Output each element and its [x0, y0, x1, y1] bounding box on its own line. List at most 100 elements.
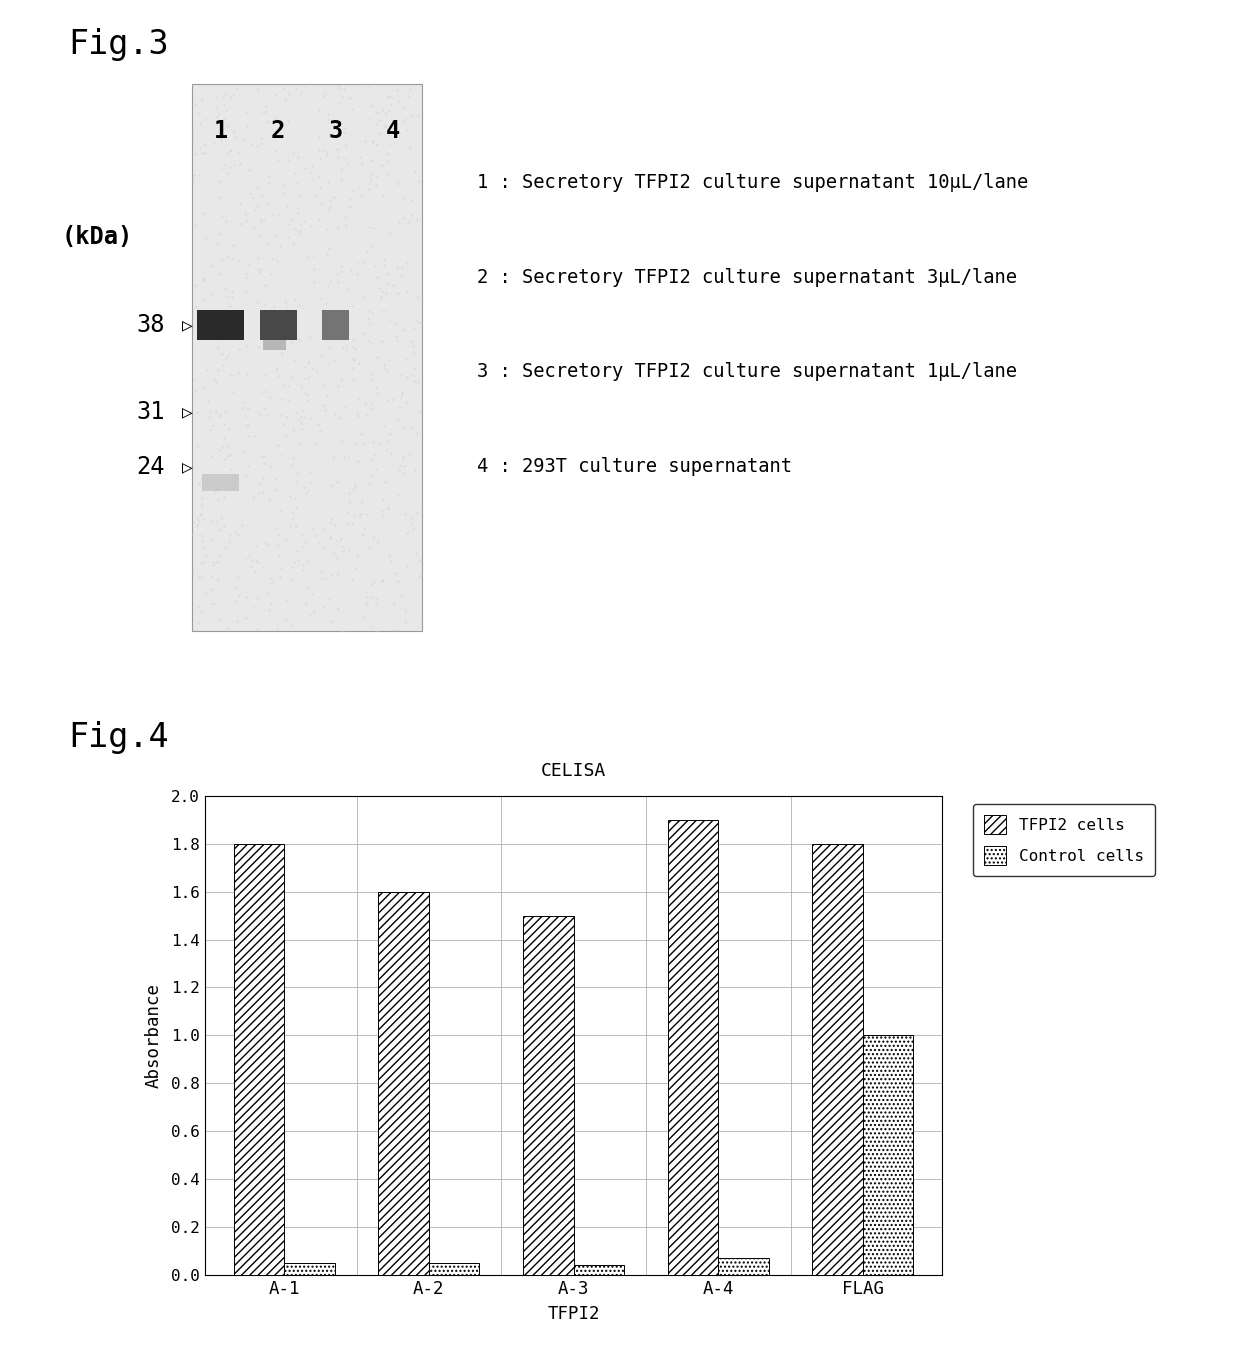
Point [192, 487, 212, 509]
Point [228, 567, 248, 588]
Point [228, 523, 248, 545]
Point [401, 507, 420, 529]
Point [265, 107, 285, 128]
Point [259, 173, 279, 194]
Point [211, 507, 231, 529]
Point [267, 111, 286, 132]
Point [372, 331, 392, 352]
Point [353, 433, 373, 455]
Point [378, 143, 398, 165]
Point [187, 515, 207, 537]
Point [407, 286, 427, 308]
Point [377, 437, 397, 459]
Point [376, 471, 396, 492]
Point [347, 451, 367, 472]
Point [320, 527, 340, 549]
Point [195, 267, 215, 289]
Point [218, 345, 238, 367]
Point [365, 445, 384, 467]
Point [327, 263, 347, 285]
Point [250, 380, 270, 402]
Point [286, 496, 306, 518]
Point [362, 131, 382, 152]
Point [195, 142, 215, 163]
Point [386, 325, 405, 347]
Point [305, 185, 325, 206]
Point [227, 591, 247, 612]
Point [362, 397, 382, 418]
Point [316, 568, 336, 590]
Point [366, 134, 386, 155]
Point [358, 178, 378, 200]
Point [388, 410, 408, 432]
Point [335, 206, 355, 228]
Point [265, 468, 285, 490]
Point [361, 363, 381, 384]
Point [366, 459, 386, 480]
Point [267, 84, 286, 105]
Point [410, 312, 430, 333]
Point [210, 170, 229, 192]
Point [281, 331, 301, 352]
Point [336, 339, 356, 360]
Point [327, 271, 347, 293]
Point [407, 500, 427, 522]
Point [200, 401, 219, 422]
Point [238, 252, 258, 274]
Point [288, 146, 308, 167]
Point [361, 449, 381, 471]
Point [252, 310, 272, 332]
Point [339, 491, 358, 513]
Text: 3: 3 [329, 119, 342, 143]
Point [277, 406, 296, 428]
Point [262, 324, 281, 345]
Point [285, 289, 305, 310]
Point [316, 243, 336, 264]
Point [327, 120, 347, 142]
Point [184, 561, 203, 583]
Point [248, 259, 268, 281]
Point [298, 390, 317, 411]
Point [361, 312, 381, 333]
Point [202, 445, 222, 467]
Point [340, 86, 360, 108]
Point [331, 169, 351, 190]
Point [337, 511, 357, 533]
Point [244, 217, 264, 239]
Point [216, 154, 236, 175]
Point [391, 455, 410, 476]
Point [286, 202, 306, 224]
Point [412, 561, 432, 583]
Point [396, 503, 415, 525]
Point [289, 328, 309, 349]
Point [335, 78, 355, 100]
Point [191, 138, 211, 159]
Point [348, 177, 368, 198]
Point [362, 526, 382, 548]
Point [247, 135, 267, 156]
Point [298, 480, 317, 502]
Point [243, 186, 263, 208]
Point [377, 274, 397, 295]
Point [317, 103, 337, 124]
Point [320, 588, 340, 610]
Point [278, 324, 298, 345]
Point [247, 618, 267, 639]
Point [221, 525, 241, 546]
Point [207, 399, 227, 421]
Point [289, 433, 309, 455]
Point [216, 348, 236, 370]
Point [346, 74, 366, 96]
Point [310, 139, 330, 161]
Bar [523, 916, 573, 1275]
Point [206, 328, 226, 349]
Point [370, 123, 389, 144]
Point [353, 518, 373, 540]
Point [376, 103, 396, 124]
Point [334, 447, 353, 468]
Point [193, 202, 213, 224]
Point [201, 565, 221, 587]
Point [402, 105, 422, 127]
Point [295, 367, 315, 389]
Point [248, 588, 268, 610]
